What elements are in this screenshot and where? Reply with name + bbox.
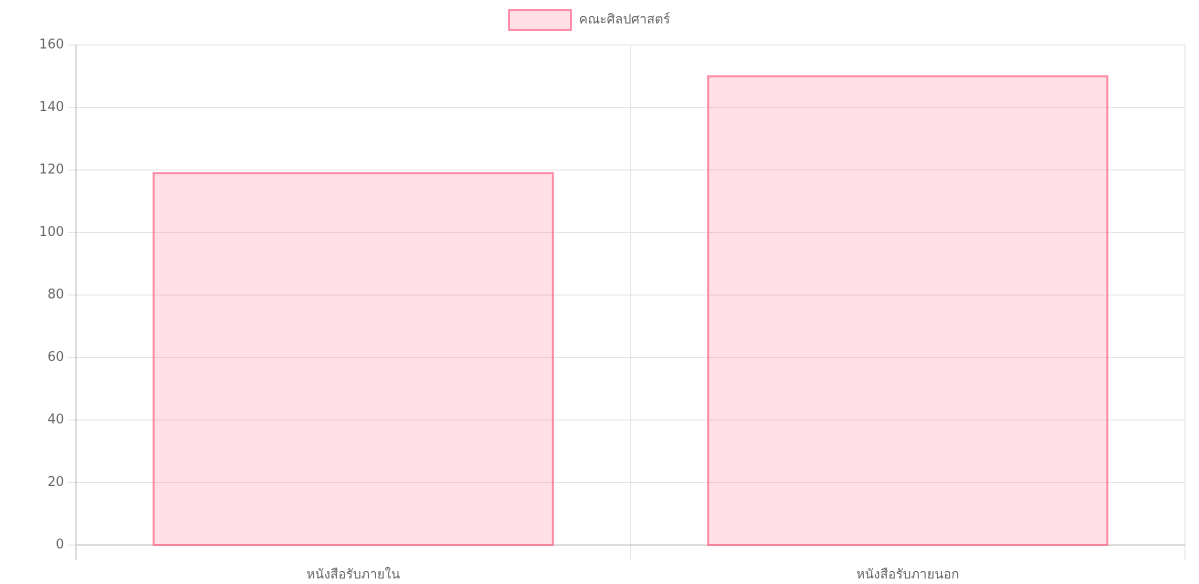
bar [707, 75, 1109, 546]
y-tick-label: 20 [47, 475, 64, 490]
y-tick-label: 0 [56, 538, 64, 553]
y-tick-label: 100 [39, 225, 64, 240]
x-tick-label: หนังสือรับภายนอก [856, 567, 959, 583]
legend-swatch [508, 9, 572, 31]
bar [152, 172, 554, 546]
x-tick-label: หนังสือรับภายใน [306, 567, 400, 583]
y-tick-label: 80 [47, 288, 64, 303]
y-tick-label: 60 [47, 350, 64, 365]
y-tick-label: 40 [47, 413, 64, 428]
legend-label: คณะศิลปศาสตร์ [579, 12, 670, 28]
y-tick-label: 140 [39, 100, 64, 115]
y-tick-label: 160 [39, 38, 64, 53]
y-tick-label: 120 [39, 163, 64, 178]
